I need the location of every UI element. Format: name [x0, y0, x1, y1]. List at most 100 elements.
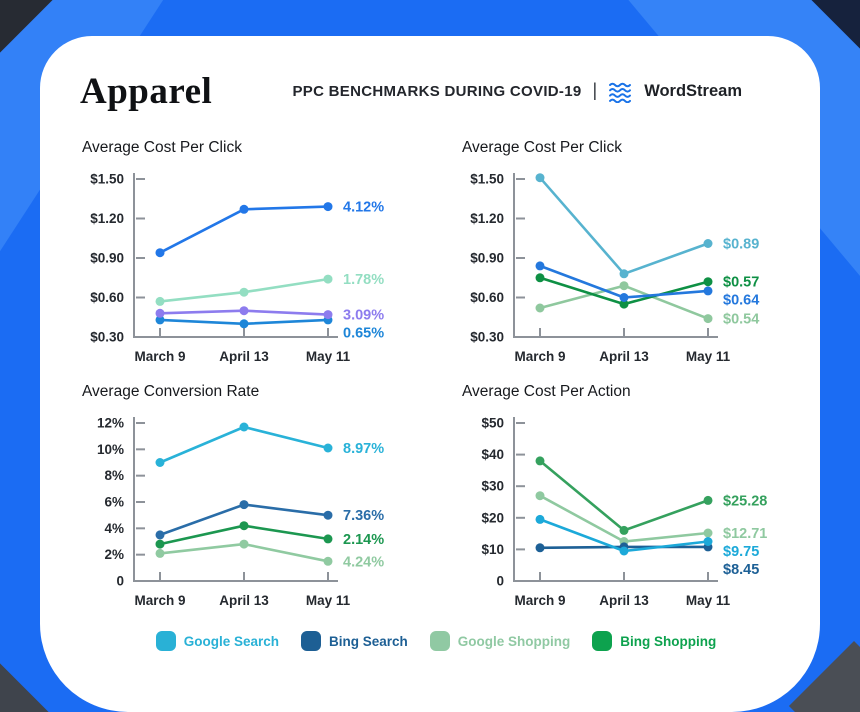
y-tick-label: 10%: [97, 442, 124, 457]
chart-avg-cpc-2: Average Cost Per Click $0.30 $0.60 $0.90 $1…: [460, 139, 820, 371]
data-point: [155, 315, 165, 325]
y-tick-label: $10: [481, 542, 504, 557]
data-point: [535, 273, 545, 283]
data-point: [535, 173, 545, 183]
corner-accent-bottom-left: [0, 659, 53, 712]
x-tick-label: April 13: [219, 593, 269, 608]
data-point: [155, 308, 165, 318]
y-tick-label: $0.90: [470, 251, 504, 266]
y-tick-label: 12%: [97, 416, 124, 431]
data-point: [323, 202, 333, 212]
legend-label: Google Shopping: [457, 633, 571, 649]
y-tick-label: 0: [496, 574, 504, 589]
series-line: [158, 503, 330, 537]
data-point: [239, 287, 249, 297]
chart-title: Average Cost Per Action: [462, 383, 631, 400]
y-tick-label: $0.30: [470, 330, 504, 345]
data-point: [323, 443, 333, 453]
chart-avg-cpc-1: Average Cost Per Click $0.30 $0.60 $0.90 $1…: [80, 139, 460, 371]
header: Apparel PPC BENCHMARKS DURING COVID-19 |…: [80, 70, 820, 113]
y-tick-label: $40: [481, 447, 504, 462]
y-tick-label: 4%: [104, 521, 124, 536]
data-point: [703, 239, 713, 248]
y-tick-label: $30: [481, 479, 504, 494]
data-point: [239, 521, 249, 531]
data-point: [239, 306, 249, 316]
line-chart-svg: 0 $10 $20 $30 $40 $50 March 9 April 13 May 11 $25…: [481, 416, 767, 609]
data-point: [323, 274, 333, 284]
series-end-label: $9.75: [723, 544, 759, 560]
x-tick-label: May 11: [306, 593, 351, 608]
data-point: [155, 458, 165, 467]
chart-canvas: 0 2% 4% 6% 8% 10% 12% March 9 April 13 May 11 8.97…: [80, 409, 460, 615]
waves-icon: [609, 82, 632, 103]
legend-item-google-shopping: Google Shopping: [429, 631, 571, 651]
infographic-card: Apparel PPC BENCHMARKS DURING COVID-19 |…: [40, 36, 820, 712]
separator: |: [592, 80, 598, 100]
legend-item-google-search: Google Search: [155, 631, 279, 651]
data-point: [155, 548, 165, 558]
brand-name: WordStream: [644, 82, 742, 100]
legend-swatch: [301, 631, 322, 651]
chart-title: Average Cost Per Click: [82, 139, 242, 156]
series-end-label: 0.65%: [343, 326, 384, 342]
data-point: [239, 204, 249, 214]
chart-avg-conversion-rate: Average Conversion Rate 0 2% 4% 6% 8% 10% 12% M…: [80, 383, 460, 615]
data-point: [703, 277, 713, 287]
data-point: [619, 281, 629, 291]
series-line: [158, 425, 330, 464]
x-tick-label: May 11: [686, 349, 731, 364]
data-point: [703, 286, 713, 296]
y-tick-label: $0.60: [90, 290, 124, 305]
data-point: [323, 556, 333, 566]
data-point: [619, 293, 629, 302]
series-end-label: $0.89: [723, 237, 759, 253]
x-tick-label: April 13: [219, 349, 269, 364]
y-tick-label: $1.50: [470, 172, 504, 187]
report-subtitle: PPC BENCHMARKS DURING COVID-19: [292, 83, 582, 100]
data-point: [323, 310, 333, 320]
legend-swatch: [155, 631, 176, 651]
charts-grid: Average Cost Per Click $0.30 $0.60 $0.90 $1…: [80, 139, 820, 615]
data-point: [155, 539, 165, 549]
series-end-label: 4.12%: [343, 200, 384, 216]
chart-title: Average Conversion Rate: [82, 383, 260, 400]
data-point: [535, 514, 545, 524]
y-tick-label: $20: [481, 510, 504, 525]
data-point: [703, 314, 713, 324]
legend-item-bing-search: Bing Search: [301, 631, 408, 651]
series-end-label: $0.64: [723, 293, 759, 309]
series-end-label: $12.71: [723, 526, 767, 542]
series-end-label: 3.09%: [343, 308, 384, 324]
data-point: [535, 261, 545, 271]
series-end-label: $0.57: [723, 275, 759, 291]
series-line: [538, 176, 710, 276]
y-tick-label: $1.50: [90, 172, 124, 187]
legend-item-bing-shopping: Bing Shopping: [592, 631, 716, 651]
data-point: [619, 546, 629, 556]
data-point: [535, 543, 545, 553]
data-point: [239, 422, 249, 432]
x-tick-label: March 9: [514, 593, 565, 608]
data-point: [535, 303, 545, 313]
x-tick-label: May 11: [306, 349, 351, 364]
data-point: [703, 537, 713, 546]
legend-label: Bing Shopping: [620, 633, 717, 649]
chart-title: Average Cost Per Click: [462, 139, 622, 156]
data-point: [619, 269, 629, 279]
series-end-label: $0.54: [723, 312, 759, 328]
y-tick-label: $0.30: [90, 330, 124, 345]
x-tick-label: March 9: [514, 349, 565, 364]
data-point: [535, 456, 545, 466]
series-end-label: 8.97%: [343, 441, 384, 457]
legend-swatch: [429, 631, 450, 651]
page-title: Apparel: [80, 71, 213, 112]
header-right: PPC BENCHMARKS DURING COVID-19 | WordStr…: [292, 80, 742, 103]
data-point: [323, 510, 333, 520]
y-tick-label: $0.60: [470, 290, 504, 305]
x-tick-label: April 13: [599, 349, 649, 364]
x-tick-label: March 9: [134, 593, 185, 608]
chart-avg-cost-per-action: Average Cost Per Action 0 $10 $20 $30 $40 $50…: [460, 383, 820, 615]
series-end-label: 7.36%: [343, 508, 384, 524]
y-tick-label: $0.90: [90, 251, 124, 266]
